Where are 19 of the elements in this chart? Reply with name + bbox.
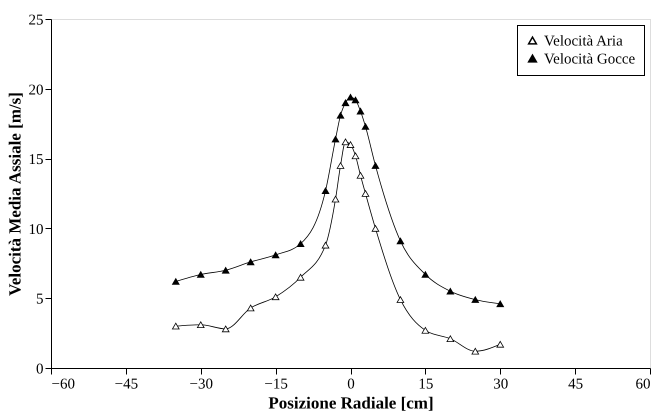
- x-tick-label: 30: [493, 376, 508, 392]
- x-tick-label: −45: [114, 376, 138, 392]
- y-tick-label: 0: [36, 362, 44, 378]
- x-tick-label: −60: [52, 376, 75, 392]
- x-tick-label: 60: [636, 376, 650, 392]
- y-tick-label: 25: [28, 12, 44, 28]
- x-axis-title: Posizione Radiale [cm]: [268, 394, 434, 412]
- x-tick-label: −15: [264, 376, 288, 392]
- x-tick-label: 15: [418, 376, 434, 392]
- x-tick-label: 0: [347, 376, 355, 392]
- legend-label: Velocità Gocce: [544, 52, 636, 68]
- legend-label: Velocità Aria: [544, 34, 624, 50]
- y-tick-label: 15: [28, 152, 44, 168]
- x-tick-label: −30: [190, 376, 213, 392]
- x-tick-label: 45: [568, 376, 584, 392]
- y-axis-title: Velocità Media Assiale [m/s]: [6, 92, 24, 296]
- y-tick-label: 5: [36, 292, 44, 308]
- y-tick-label: 10: [28, 222, 44, 238]
- y-tick-label: 20: [28, 82, 44, 98]
